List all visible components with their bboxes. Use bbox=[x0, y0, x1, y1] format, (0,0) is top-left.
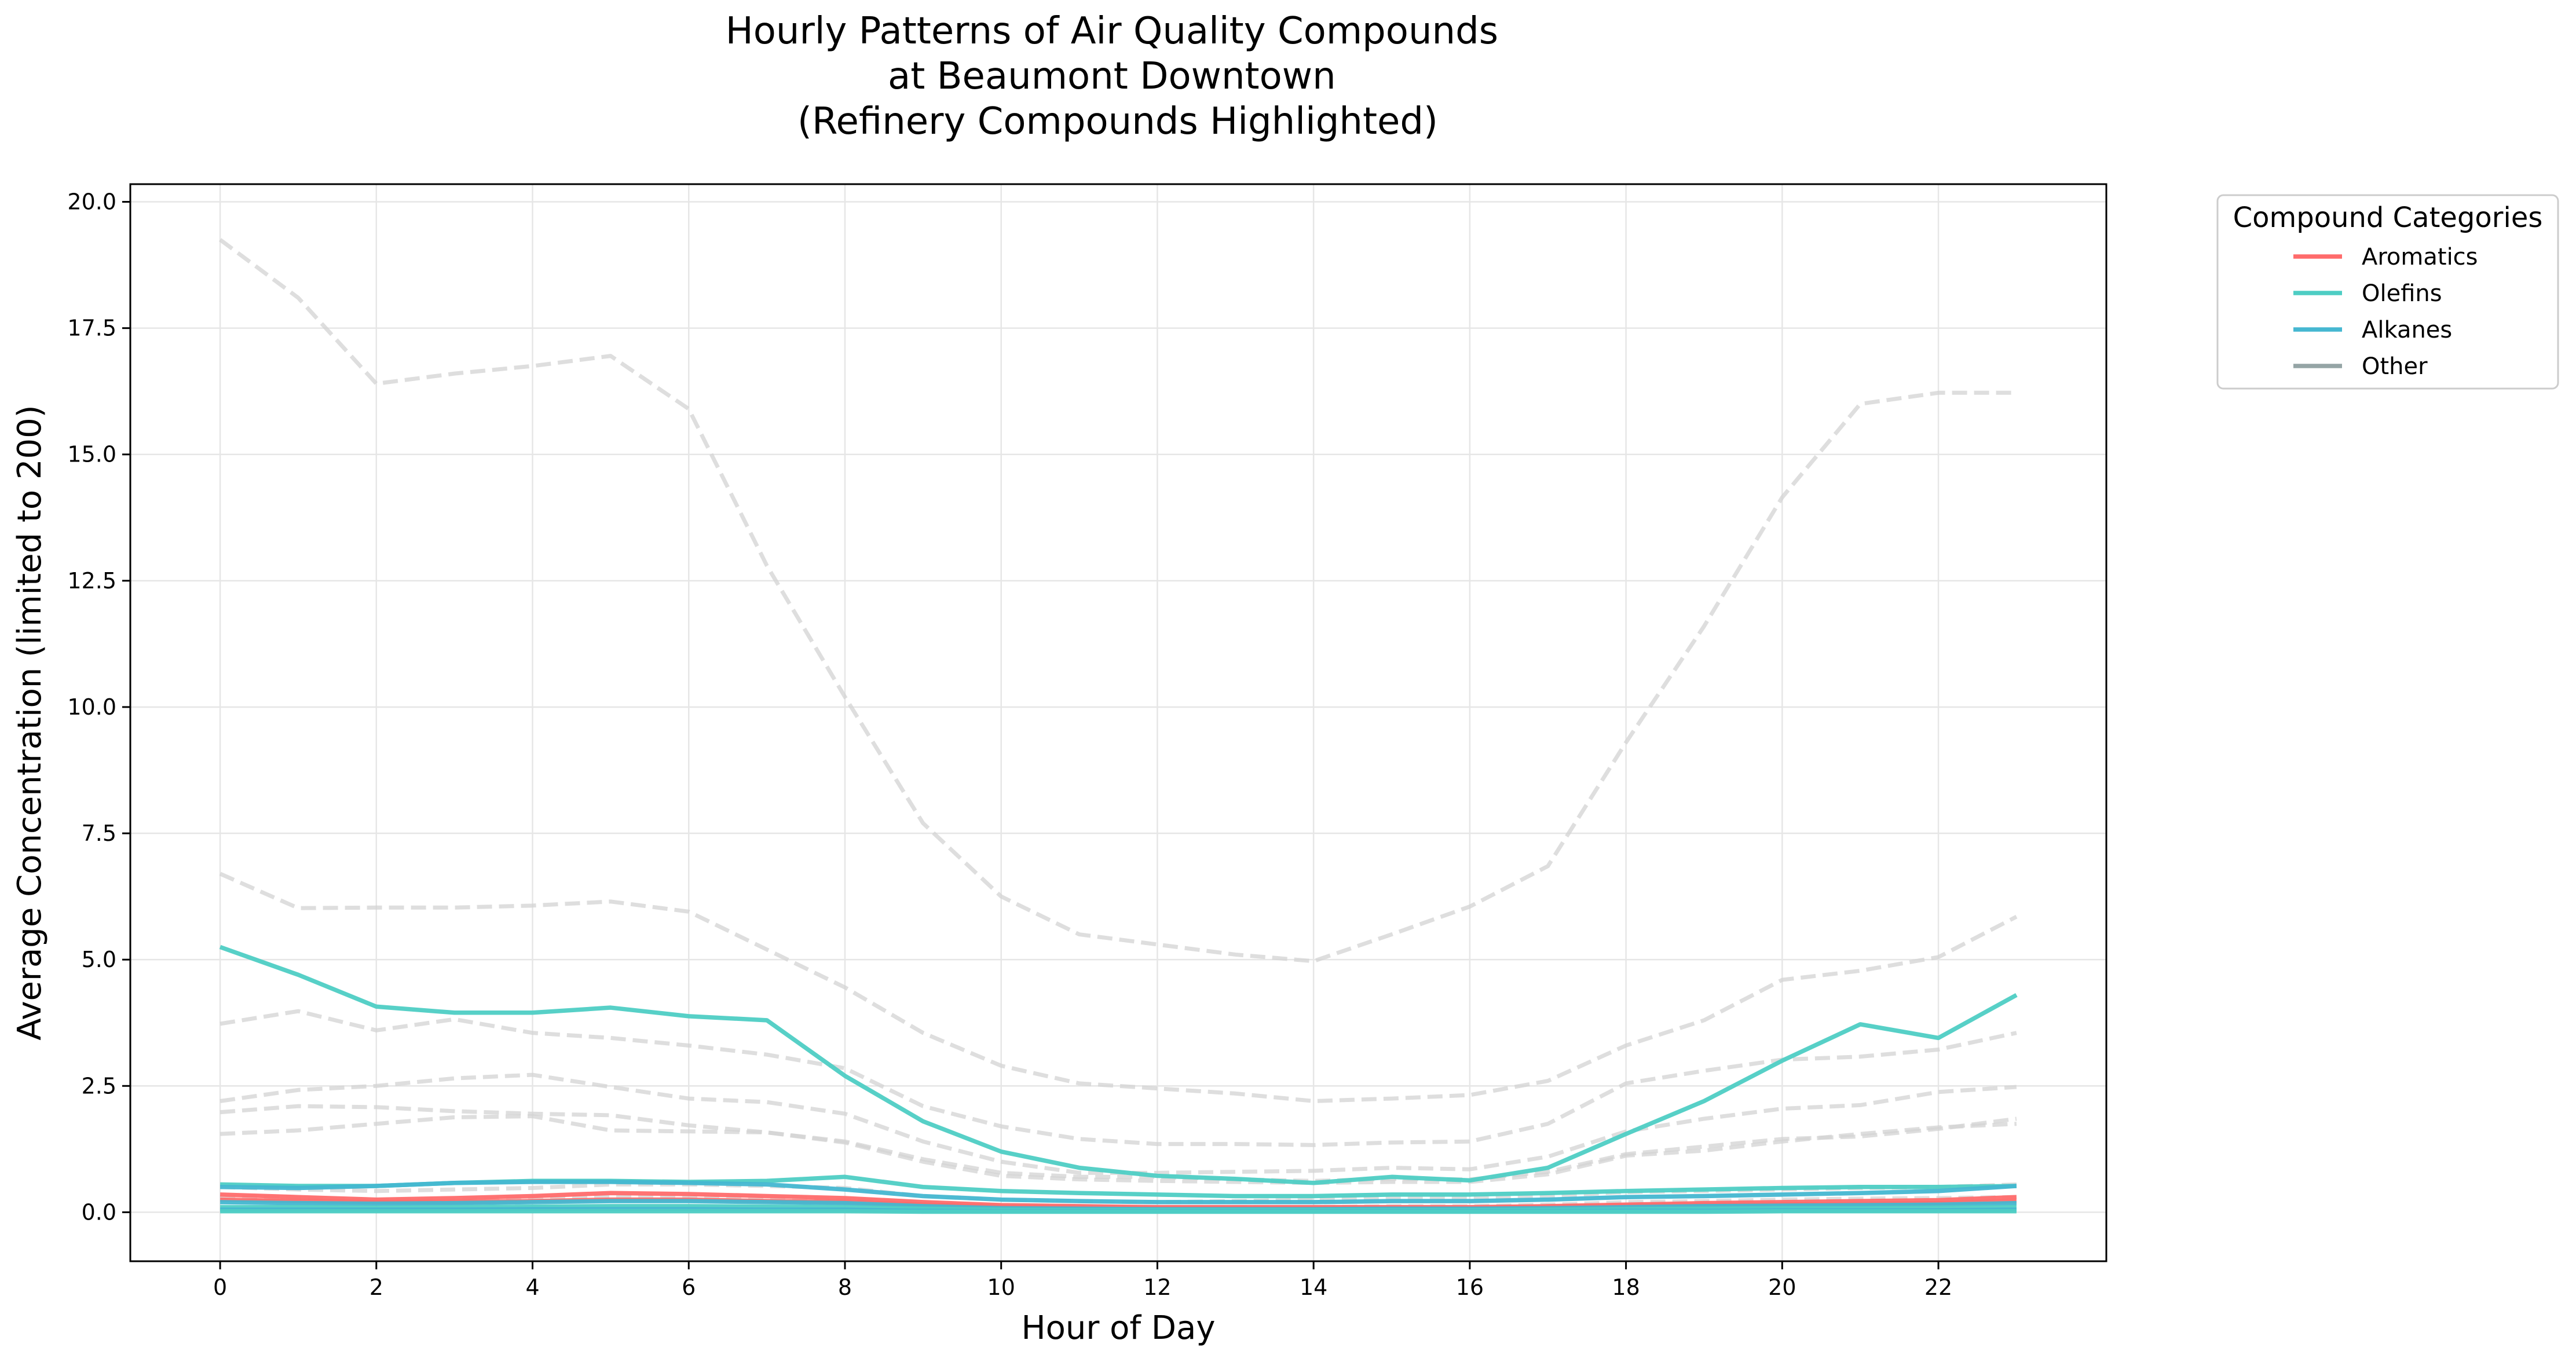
background-series-line bbox=[219, 1114, 2017, 1185]
series-line-olefins bbox=[220, 1209, 2017, 1214]
legend-label: Alkanes bbox=[2362, 317, 2452, 343]
y-tick-label: 10.0 bbox=[67, 694, 116, 720]
y-axis-label: Average Concentration (limited to 200) bbox=[11, 405, 49, 1040]
y-tick-label: 5.0 bbox=[82, 947, 116, 972]
y-tick-label: 12.5 bbox=[67, 568, 116, 594]
background-series-line bbox=[219, 238, 2017, 964]
x-axis-label: Hour of Day bbox=[1021, 1309, 1215, 1347]
chart-title-line-2: at Beaumont Downtown bbox=[888, 55, 1336, 98]
legend-label: Aromatics bbox=[2362, 244, 2478, 270]
y-tick-label: 17.5 bbox=[67, 316, 116, 341]
legend-title: Compound Categories bbox=[2233, 202, 2543, 234]
highlighted-series bbox=[219, 944, 2018, 1214]
x-tick-label: 0 bbox=[213, 1275, 227, 1300]
x-tick-label: 14 bbox=[1300, 1275, 1327, 1300]
y-axis-ticks: 0.0 2.5 5.0 7.5 10.0 12.5 15.0 17.5 20.0 bbox=[67, 189, 130, 1225]
series-line-alkanes bbox=[220, 1180, 2017, 1204]
x-tick-label: 8 bbox=[838, 1275, 852, 1300]
y-tick-label: 20.0 bbox=[67, 189, 116, 215]
x-axis-ticks: 0 2 4 6 8 10 12 14 16 18 20 22 bbox=[213, 1261, 1952, 1300]
y-tick-label: 15.0 bbox=[67, 442, 116, 467]
y-tick-label: 2.5 bbox=[82, 1073, 116, 1099]
legend: Compound Categories Aromatics Olefins Alka… bbox=[2216, 194, 2559, 390]
legend-box bbox=[2216, 194, 2559, 390]
x-tick-label: 20 bbox=[1768, 1275, 1796, 1300]
x-tick-label: 16 bbox=[1456, 1275, 1484, 1300]
chart-title: Hourly Patterns of Air Quality Compounds… bbox=[726, 10, 1510, 143]
background-series-line bbox=[219, 1104, 2017, 1183]
legend-entries: Aromatics Olefins Alkanes Other bbox=[2293, 244, 2478, 380]
background-series-line bbox=[219, 1009, 2017, 1147]
chart-title-line-3: (Refinery Compounds Highlighted) bbox=[797, 100, 1438, 143]
y-tick-label: 0.0 bbox=[82, 1199, 116, 1225]
legend-label: Other bbox=[2362, 353, 2428, 380]
y-tick-label: 7.5 bbox=[82, 821, 116, 846]
x-tick-label: 22 bbox=[1924, 1275, 1952, 1300]
x-tick-label: 4 bbox=[525, 1275, 539, 1300]
series-line-olefins bbox=[219, 944, 2018, 1185]
x-tick-label: 6 bbox=[682, 1275, 696, 1300]
chart-title-line-1: Hourly Patterns of Air Quality Compounds bbox=[726, 10, 1498, 53]
x-tick-label: 12 bbox=[1143, 1275, 1171, 1300]
x-tick-label: 10 bbox=[987, 1275, 1015, 1300]
legend-label: Olefins bbox=[2362, 280, 2442, 307]
x-tick-label: 2 bbox=[369, 1275, 383, 1300]
plot-frame bbox=[129, 183, 2107, 1262]
x-tick-label: 18 bbox=[1612, 1275, 1640, 1300]
